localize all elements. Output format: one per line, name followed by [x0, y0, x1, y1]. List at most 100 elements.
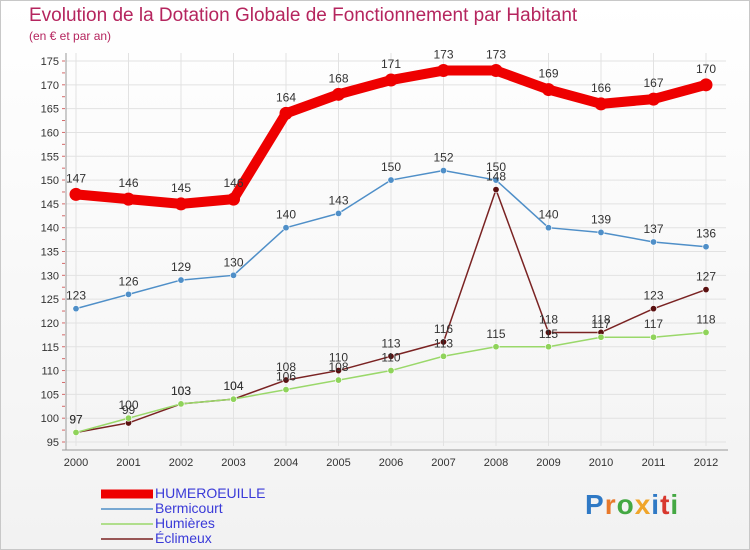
series-0-data-label: 173: [433, 48, 453, 62]
series-1-data-label: 150: [486, 160, 506, 174]
series-2-point: [177, 400, 185, 408]
series-2-data-label: 106: [276, 370, 296, 384]
series-0-point: [699, 78, 713, 92]
legend-item-3: Éclimeux: [101, 531, 265, 546]
series-3-point: [544, 328, 552, 336]
legend-item-2: Humières: [101, 516, 265, 531]
series-0-point: [437, 64, 450, 78]
x-tick-label: 2008: [484, 457, 508, 469]
series-1-data-label: 129: [171, 260, 191, 274]
series-1-data-label: 139: [591, 212, 611, 226]
series-2-data-label: 108: [328, 360, 348, 374]
series-2-data-label: 110: [381, 351, 400, 365]
x-tick-label: 2002: [169, 457, 193, 469]
series-2-data-label: 103: [171, 384, 191, 398]
series-1-point: [177, 276, 185, 284]
series-1-point: [492, 176, 500, 184]
x-tick-label: 2007: [431, 457, 455, 469]
series-1-data-label: 140: [538, 208, 558, 222]
y-tick-label: 110: [41, 366, 59, 378]
series-3-point: [334, 367, 342, 375]
y-tick-label: 95: [47, 437, 59, 449]
series-2-data-label: 113: [434, 336, 453, 350]
series-1-point: [125, 290, 133, 298]
series-3-data-label: 113: [381, 336, 400, 350]
y-tick-label: 135: [41, 247, 59, 259]
y-tick-label: 100: [41, 413, 59, 425]
series-3-data-label: 97: [69, 412, 83, 426]
logo-letter: r: [604, 489, 617, 520]
series-3-point: [387, 352, 395, 360]
series-2-point: [125, 414, 133, 422]
logo-letter: i: [670, 489, 680, 520]
series-1-data-label: 126: [118, 274, 138, 288]
series-3-data-label: 123: [643, 289, 663, 303]
axes: 95 100 105 110 115 120 125 130 135 140 145 150 155 16…: [41, 53, 728, 469]
series-0-data-label: 171: [381, 57, 401, 71]
series-3-data-label: 110: [329, 351, 348, 365]
series-0-data-label: 167: [643, 76, 663, 90]
series-0-point: [174, 197, 188, 211]
series-1-point: [702, 243, 710, 251]
y-tick-label: 105: [41, 389, 59, 401]
series-3-data-label: 127: [696, 270, 716, 284]
series-3-data-label: 148: [486, 170, 506, 184]
series-2-data-label: 117: [591, 317, 610, 331]
series-3-data-label: 103: [171, 384, 191, 398]
y-tick-label: 150: [41, 175, 59, 187]
legend-swatch-3: [101, 537, 153, 540]
y-tick-label: 125: [41, 294, 59, 306]
series-3-data-label: 104: [223, 379, 243, 393]
series-2-point: [72, 428, 80, 436]
legend-label-2: Humières: [155, 515, 215, 531]
series-1-data-label: 130: [223, 255, 243, 269]
series-3-data-label: 108: [276, 360, 296, 374]
series-0-data-label: 145: [171, 181, 191, 195]
series-1-data-label: 150: [381, 160, 401, 174]
series-0-point: [384, 73, 398, 87]
chart-title: Evolution de la Dotation Globale de Fonc…: [29, 5, 578, 26]
x-tick-label: 2005: [326, 457, 350, 469]
series-2-data-label: 104: [223, 379, 243, 393]
series-0-data-label: 173: [486, 48, 506, 62]
legend-swatch-2: [101, 522, 153, 525]
x-tick-label: 2000: [64, 457, 88, 469]
series-1-data-label: 140: [276, 208, 296, 222]
series-0-point: [122, 192, 135, 206]
series-3-data-label: 118: [539, 312, 558, 326]
series-1-point: [597, 228, 605, 236]
series-2-data-label: 97: [69, 412, 83, 426]
series-2-point: [492, 343, 500, 351]
series-0-data-label: 147: [66, 171, 86, 185]
legend-label-0: HUMEROEUILLE: [155, 485, 266, 501]
y-tick-label: 140: [41, 223, 59, 235]
series-2-point: [334, 376, 342, 384]
x-tick-label: 2004: [274, 457, 298, 469]
logo-letter: i: [651, 489, 661, 520]
series-0-data-label: 146: [118, 176, 138, 190]
series-1-point: [649, 238, 657, 246]
legend-label-1: Bermicourt: [155, 500, 223, 516]
series-0-data-label: 170: [696, 62, 716, 76]
y-tick-label: 170: [41, 80, 59, 92]
series-0-point: [542, 83, 555, 97]
series-1-point: [439, 167, 447, 175]
series-0-data-label: 169: [538, 67, 558, 81]
series-2-data-label: 117: [644, 317, 663, 331]
series-0-data-label: 146: [223, 176, 243, 190]
logo-letter: x: [634, 489, 652, 520]
series-2-point: [702, 328, 710, 336]
series-2-data-label: 118: [696, 312, 715, 326]
proxiti-logo: Proxiti: [585, 489, 679, 521]
series-3-point: [492, 186, 500, 194]
series-0-point: [279, 106, 293, 120]
legend-swatch-1: [101, 507, 153, 510]
series-1-point: [334, 209, 342, 217]
x-tick-label: 2001: [116, 457, 140, 469]
series-3-data-label: 99: [122, 403, 136, 417]
series-2-point: [282, 386, 290, 394]
legend-label-3: Éclimeux: [155, 530, 212, 546]
